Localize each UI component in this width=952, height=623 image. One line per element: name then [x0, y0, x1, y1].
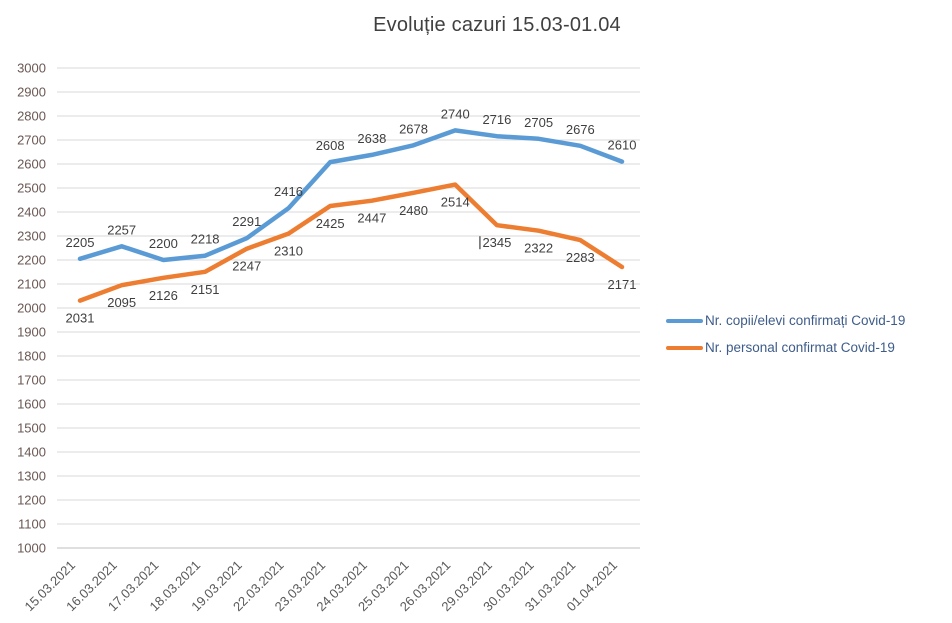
svg-text:1600: 1600 — [17, 397, 46, 412]
svg-text:2447: 2447 — [357, 211, 386, 226]
svg-text:2425: 2425 — [316, 216, 345, 231]
svg-text:2126: 2126 — [149, 288, 178, 303]
svg-text:2514: 2514 — [441, 195, 470, 210]
svg-text:1100: 1100 — [18, 517, 46, 532]
svg-text:2600: 2600 — [17, 157, 46, 172]
chart-legend: Nr. copii/elevi confirmați Covid-19 Nr. … — [666, 313, 905, 355]
svg-text:1800: 1800 — [17, 349, 46, 364]
svg-text:2205: 2205 — [66, 235, 95, 250]
svg-text:1900: 1900 — [17, 325, 46, 340]
svg-text:2200: 2200 — [149, 236, 178, 251]
svg-text:3000: 3000 — [17, 61, 46, 76]
svg-text:2800: 2800 — [17, 109, 46, 124]
svg-text:1700: 1700 — [17, 373, 46, 388]
svg-text:2322: 2322 — [524, 241, 553, 256]
svg-text:2218: 2218 — [191, 232, 220, 247]
svg-text:2151: 2151 — [191, 282, 220, 297]
svg-text:2310: 2310 — [274, 244, 303, 259]
svg-text:2031: 2031 — [66, 311, 95, 326]
svg-text:2200: 2200 — [17, 253, 46, 268]
svg-text:2171: 2171 — [608, 277, 637, 292]
svg-text:2400: 2400 — [17, 205, 46, 220]
svg-text:2900: 2900 — [17, 85, 46, 100]
svg-text:2247: 2247 — [232, 259, 261, 274]
svg-text:2500: 2500 — [17, 181, 46, 196]
svg-text:2300: 2300 — [17, 229, 46, 244]
svg-text:2676: 2676 — [566, 122, 595, 137]
data-labels: 2205 2257 2200 2218 2291 2416 2608 2638 2678 2740… — [66, 106, 637, 325]
svg-text:1000: 1000 — [17, 541, 46, 556]
svg-text:1200: 1200 — [17, 493, 46, 508]
svg-text:1300: 1300 — [17, 469, 46, 484]
svg-text:2095: 2095 — [107, 295, 136, 310]
y-axis-tick-labels: 3000 2900 2800 2700 2600 2500 2400 2300 2200 2100… — [17, 61, 46, 556]
legend-swatch-orange-line — [666, 345, 703, 350]
svg-text:2257: 2257 — [107, 222, 136, 237]
svg-text:2100: 2100 — [17, 277, 46, 292]
svg-text:2678: 2678 — [399, 121, 428, 136]
svg-text:2000: 2000 — [17, 301, 46, 316]
series-lines — [77, 128, 625, 303]
svg-text:2700: 2700 — [17, 133, 46, 148]
svg-text:2716: 2716 — [482, 112, 511, 127]
svg-text:2480: 2480 — [399, 203, 428, 218]
legend-label: Nr. personal confirmat Covid-19 — [705, 340, 895, 355]
x-axis-tick-labels: 15.03.202116.03.202117.03.202118.03.2021… — [21, 558, 620, 615]
svg-text:2608: 2608 — [316, 138, 345, 153]
legend-swatch-blue-line — [666, 318, 703, 323]
svg-text:2291: 2291 — [232, 214, 261, 229]
chart-title: Evoluție cazuri 15.03-01.04 — [373, 14, 621, 36]
legend-item-personal: Nr. personal confirmat Covid-19 — [666, 340, 905, 355]
svg-text:2416: 2416 — [274, 184, 303, 199]
svg-text:2638: 2638 — [357, 131, 386, 146]
legend-item-copii: Nr. copii/elevi confirmați Covid-19 — [666, 313, 905, 328]
svg-text:2345: 2345 — [482, 235, 511, 250]
svg-text:2610: 2610 — [608, 138, 637, 153]
svg-text:2705: 2705 — [524, 115, 553, 130]
gridlines — [57, 67, 640, 549]
svg-text:1400: 1400 — [17, 445, 46, 460]
svg-text:2740: 2740 — [441, 106, 470, 121]
legend-label: Nr. copii/elevi confirmați Covid-19 — [705, 313, 906, 328]
svg-text:2283: 2283 — [566, 250, 595, 265]
svg-text:1500: 1500 — [17, 421, 46, 436]
